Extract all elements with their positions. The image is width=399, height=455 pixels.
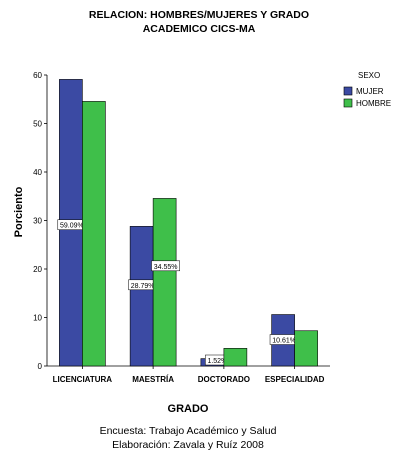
legend: SEXO MUJER HOMBRE bbox=[344, 71, 391, 108]
footer-line-1: Encuesta: Trabajo Académico y Salud bbox=[100, 425, 277, 437]
y-tick-label: 10 bbox=[33, 314, 42, 323]
x-tick-label: ESPECIALIDAD bbox=[265, 375, 325, 384]
x-tick-label: DOCTORADO bbox=[198, 375, 250, 384]
plot-area: 0 10 20 30 40 50 60 LICENCIATURA 59.09% MAESTRÍA 2… bbox=[33, 71, 330, 384]
x-axis-title: GRADO bbox=[168, 403, 209, 415]
bar-hombre bbox=[82, 101, 105, 366]
y-tick-label: 30 bbox=[33, 217, 42, 226]
bar-hombre bbox=[224, 348, 247, 366]
footer-line-2: Elaboración: Zavala y Ruíz 2008 bbox=[112, 439, 264, 451]
chart-title-line-2: ACADEMICO CICS-MA bbox=[143, 23, 256, 35]
bar-mujer bbox=[130, 226, 153, 366]
legend-swatch-mujer bbox=[344, 87, 352, 95]
data-label: 59.09% bbox=[60, 223, 84, 230]
x-tick-label: LICENCIATURA bbox=[53, 375, 113, 384]
data-label: 10.61% bbox=[272, 338, 296, 345]
data-label: 34.55% bbox=[154, 264, 178, 271]
y-tick-label: 50 bbox=[33, 120, 42, 129]
legend-label-hombre: HOMBRE bbox=[356, 99, 391, 108]
bar-hombre bbox=[153, 198, 176, 366]
y-tick-label: 40 bbox=[33, 168, 42, 177]
x-tick-label: MAESTRÍA bbox=[132, 375, 174, 384]
data-label: 28.79% bbox=[131, 283, 155, 290]
legend-swatch-hombre bbox=[344, 99, 352, 107]
y-axis-title: Porciento bbox=[13, 186, 25, 237]
bar-hombre bbox=[295, 331, 318, 366]
legend-title: SEXO bbox=[358, 71, 380, 80]
legend-label-mujer: MUJER bbox=[356, 87, 384, 96]
y-tick-label: 20 bbox=[33, 265, 42, 274]
chart-title-line-1: RELACION: HOMBRES/MUJERES Y GRADO bbox=[89, 9, 309, 21]
y-tick-label: 0 bbox=[38, 362, 43, 371]
y-tick-label: 60 bbox=[33, 71, 42, 80]
